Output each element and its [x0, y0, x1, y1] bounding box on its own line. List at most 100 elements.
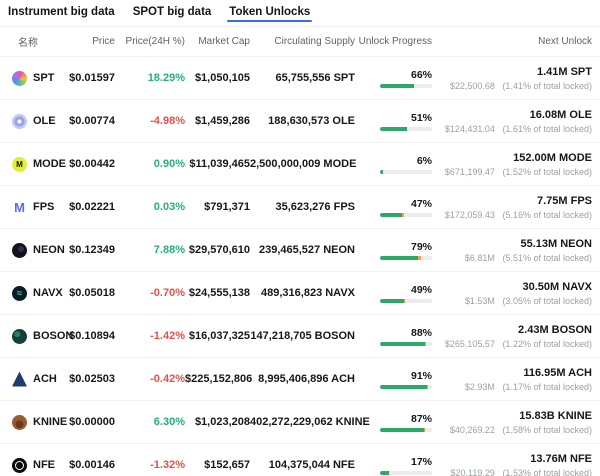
market-cap-cell: $29,570,610	[188, 244, 250, 256]
header-unlock-progress: Unlock Progress	[358, 36, 432, 47]
token-name-cell: NEON	[0, 242, 68, 258]
table-row[interactable]: KNINE $0.00000 6.30% $1,023,208 402,272,…	[0, 401, 600, 444]
price-change-cell: 0.03%	[153, 201, 185, 213]
token-symbol: MODE	[33, 158, 66, 170]
price-cell: $0.00774	[69, 115, 115, 127]
token-name-cell: M FPS	[0, 200, 68, 215]
progress-next-segment	[426, 384, 428, 389]
table-row[interactable]: OLE $0.00774 -4.98% $1,459,286 188,630,5…	[0, 100, 600, 143]
token-name-cell: KNINE	[0, 414, 68, 430]
next-unlock-value: $2.93M	[464, 381, 495, 392]
next-unlock-note: (3.05% of total locked)	[502, 295, 592, 306]
progress-next-segment	[403, 298, 406, 303]
token-table-body: SPT $0.01597 18.29% $1,050,105 65,755,55…	[0, 57, 600, 476]
header-market-cap: Market Cap	[198, 36, 250, 47]
next-unlock-amount: 30.50M NAVX	[522, 280, 593, 293]
progress-fill	[380, 427, 425, 432]
next-unlock-note: (1.61% of total locked)	[502, 123, 592, 134]
token-name-cell: BOSON	[0, 328, 73, 344]
token-symbol: OLE	[33, 115, 56, 127]
price-change-cell: -0.42%	[150, 373, 185, 385]
next-unlock-value: $1.53M	[464, 295, 495, 306]
token-symbol: ACH	[33, 373, 57, 385]
unlock-progress-label: 17%	[410, 455, 432, 468]
progress-fill	[380, 212, 402, 217]
token-name-cell: M MODE	[0, 156, 68, 172]
mode-logo-icon: M	[12, 156, 27, 172]
unlock-progress-bar	[380, 384, 432, 389]
unlock-progress-cell: 51%	[355, 112, 440, 131]
spt-logo-icon	[12, 70, 27, 86]
top-tab-bar: Instrument big data SPOT big data Token …	[0, 0, 600, 27]
table-row[interactable]: ≈ NAVX $0.05018 -0.70% $24,555,138 489,3…	[0, 272, 600, 315]
next-unlock-cell: 16.08M OLE $124,431.04 (1.61% of total l…	[440, 109, 600, 134]
unlock-progress-cell: 88%	[355, 327, 440, 346]
token-symbol: SPT	[33, 72, 55, 84]
price-cell: $0.01597	[69, 72, 115, 84]
next-unlock-value: $124,431.04	[444, 123, 495, 134]
unlock-progress-label: 47%	[410, 197, 432, 210]
next-unlock-value: $20,119.29	[450, 467, 495, 476]
circulating-supply-cell: 147,218,705 BOSON	[250, 330, 355, 342]
next-unlock-amount: 152.00M MODE	[513, 151, 592, 164]
unlock-progress-bar	[380, 212, 432, 217]
next-unlock-note: (1.58% of total locked)	[502, 424, 592, 435]
next-unlock-value: $172,059.43	[444, 209, 495, 220]
unlock-progress-cell: 87%	[355, 413, 440, 432]
knine-logo-icon	[12, 414, 27, 430]
header-next-unlock: Next Unlock	[538, 36, 592, 47]
navx-logo-icon: ≈	[12, 285, 27, 301]
token-symbol: FPS	[33, 201, 55, 213]
token-symbol: NEON	[33, 244, 65, 256]
unlock-progress-cell: 17%	[355, 456, 440, 475]
tab-token-unlocks[interactable]: Token Unlocks	[227, 0, 313, 26]
next-unlock-amount: 116.95M ACH	[523, 366, 592, 379]
tab-instrument-big-data[interactable]: Instrument big data	[8, 6, 115, 18]
tab-spot-big-data[interactable]: SPOT big data	[132, 6, 212, 18]
circulating-supply-cell: 402,272,229,062 KNINE	[250, 416, 370, 428]
ach-logo-icon	[12, 371, 27, 387]
next-unlock-note: (1.41% of total locked)	[502, 80, 592, 91]
token-symbol: NFE	[33, 459, 55, 471]
price-cell: $0.00146	[69, 459, 115, 471]
unlock-progress-cell: 79%	[355, 241, 440, 260]
circulating-supply-cell: 8,995,406,896 ACH	[258, 373, 355, 385]
table-row[interactable]: M MODE $0.00442 0.90% $11,039,465 2,500,…	[0, 143, 600, 186]
next-unlock-amount: 16.08M OLE	[529, 108, 592, 121]
price-cell: $0.05018	[69, 287, 115, 299]
next-unlock-note: (5.51% of total locked)	[502, 252, 592, 263]
price-change-cell: 18.29%	[147, 72, 185, 84]
token-symbol: BOSON	[33, 330, 74, 342]
table-row[interactable]: M FPS $0.02221 0.03% $791,371 35,623,276…	[0, 186, 600, 229]
table-row[interactable]: BOSON $0.10894 -1.42% $16,037,325 147,21…	[0, 315, 600, 358]
circulating-supply-cell: 2,500,000,009 MODE	[250, 158, 357, 170]
next-unlock-note: (5.16% of total locked)	[502, 209, 592, 220]
unlock-progress-bar	[380, 298, 432, 303]
table-row[interactable]: NEON $0.12349 7.88% $29,570,610 239,465,…	[0, 229, 600, 272]
market-cap-cell: $791,371	[204, 201, 250, 213]
next-unlock-cell: 30.50M NAVX $1.53M (3.05% of total locke…	[440, 281, 600, 306]
token-name-cell: ACH	[0, 371, 68, 387]
next-unlock-note: (1.53% of total locked)	[502, 467, 592, 476]
table-row[interactable]: SPT $0.01597 18.29% $1,050,105 65,755,55…	[0, 57, 600, 100]
progress-next-segment	[401, 212, 405, 217]
unlock-progress-bar	[380, 126, 432, 131]
unlock-progress-bar	[380, 427, 432, 432]
header-price-change: Price(24H %)	[125, 36, 185, 47]
circulating-supply-cell: 489,316,823 NAVX	[261, 287, 355, 299]
market-cap-cell: $152,657	[204, 459, 250, 471]
price-cell: $0.12349	[69, 244, 115, 256]
unlock-progress-label: 87%	[410, 412, 432, 425]
unlock-progress-bar	[380, 341, 432, 346]
progress-fill	[380, 298, 404, 303]
table-row[interactable]: ACH $0.02503 -0.42% $225,152,806 8,995,4…	[0, 358, 600, 401]
next-unlock-amount: 15.83B KNINE	[519, 409, 592, 422]
next-unlock-amount: 2.43M BOSON	[518, 323, 592, 336]
header-circulating-supply: Circulating Supply	[274, 36, 355, 47]
table-row[interactable]: NFE $0.00146 -1.32% $152,657 104,375,044…	[0, 444, 600, 476]
next-unlock-cell: 7.75M FPS $172,059.43 (5.16% of total lo…	[440, 195, 600, 220]
unlock-progress-label: 79%	[410, 240, 432, 253]
next-unlock-cell: 2.43M BOSON $265,105.57 (1.22% of total …	[440, 324, 600, 349]
next-unlock-amount: 55.13M NEON	[520, 237, 592, 250]
progress-next-segment	[424, 427, 426, 432]
